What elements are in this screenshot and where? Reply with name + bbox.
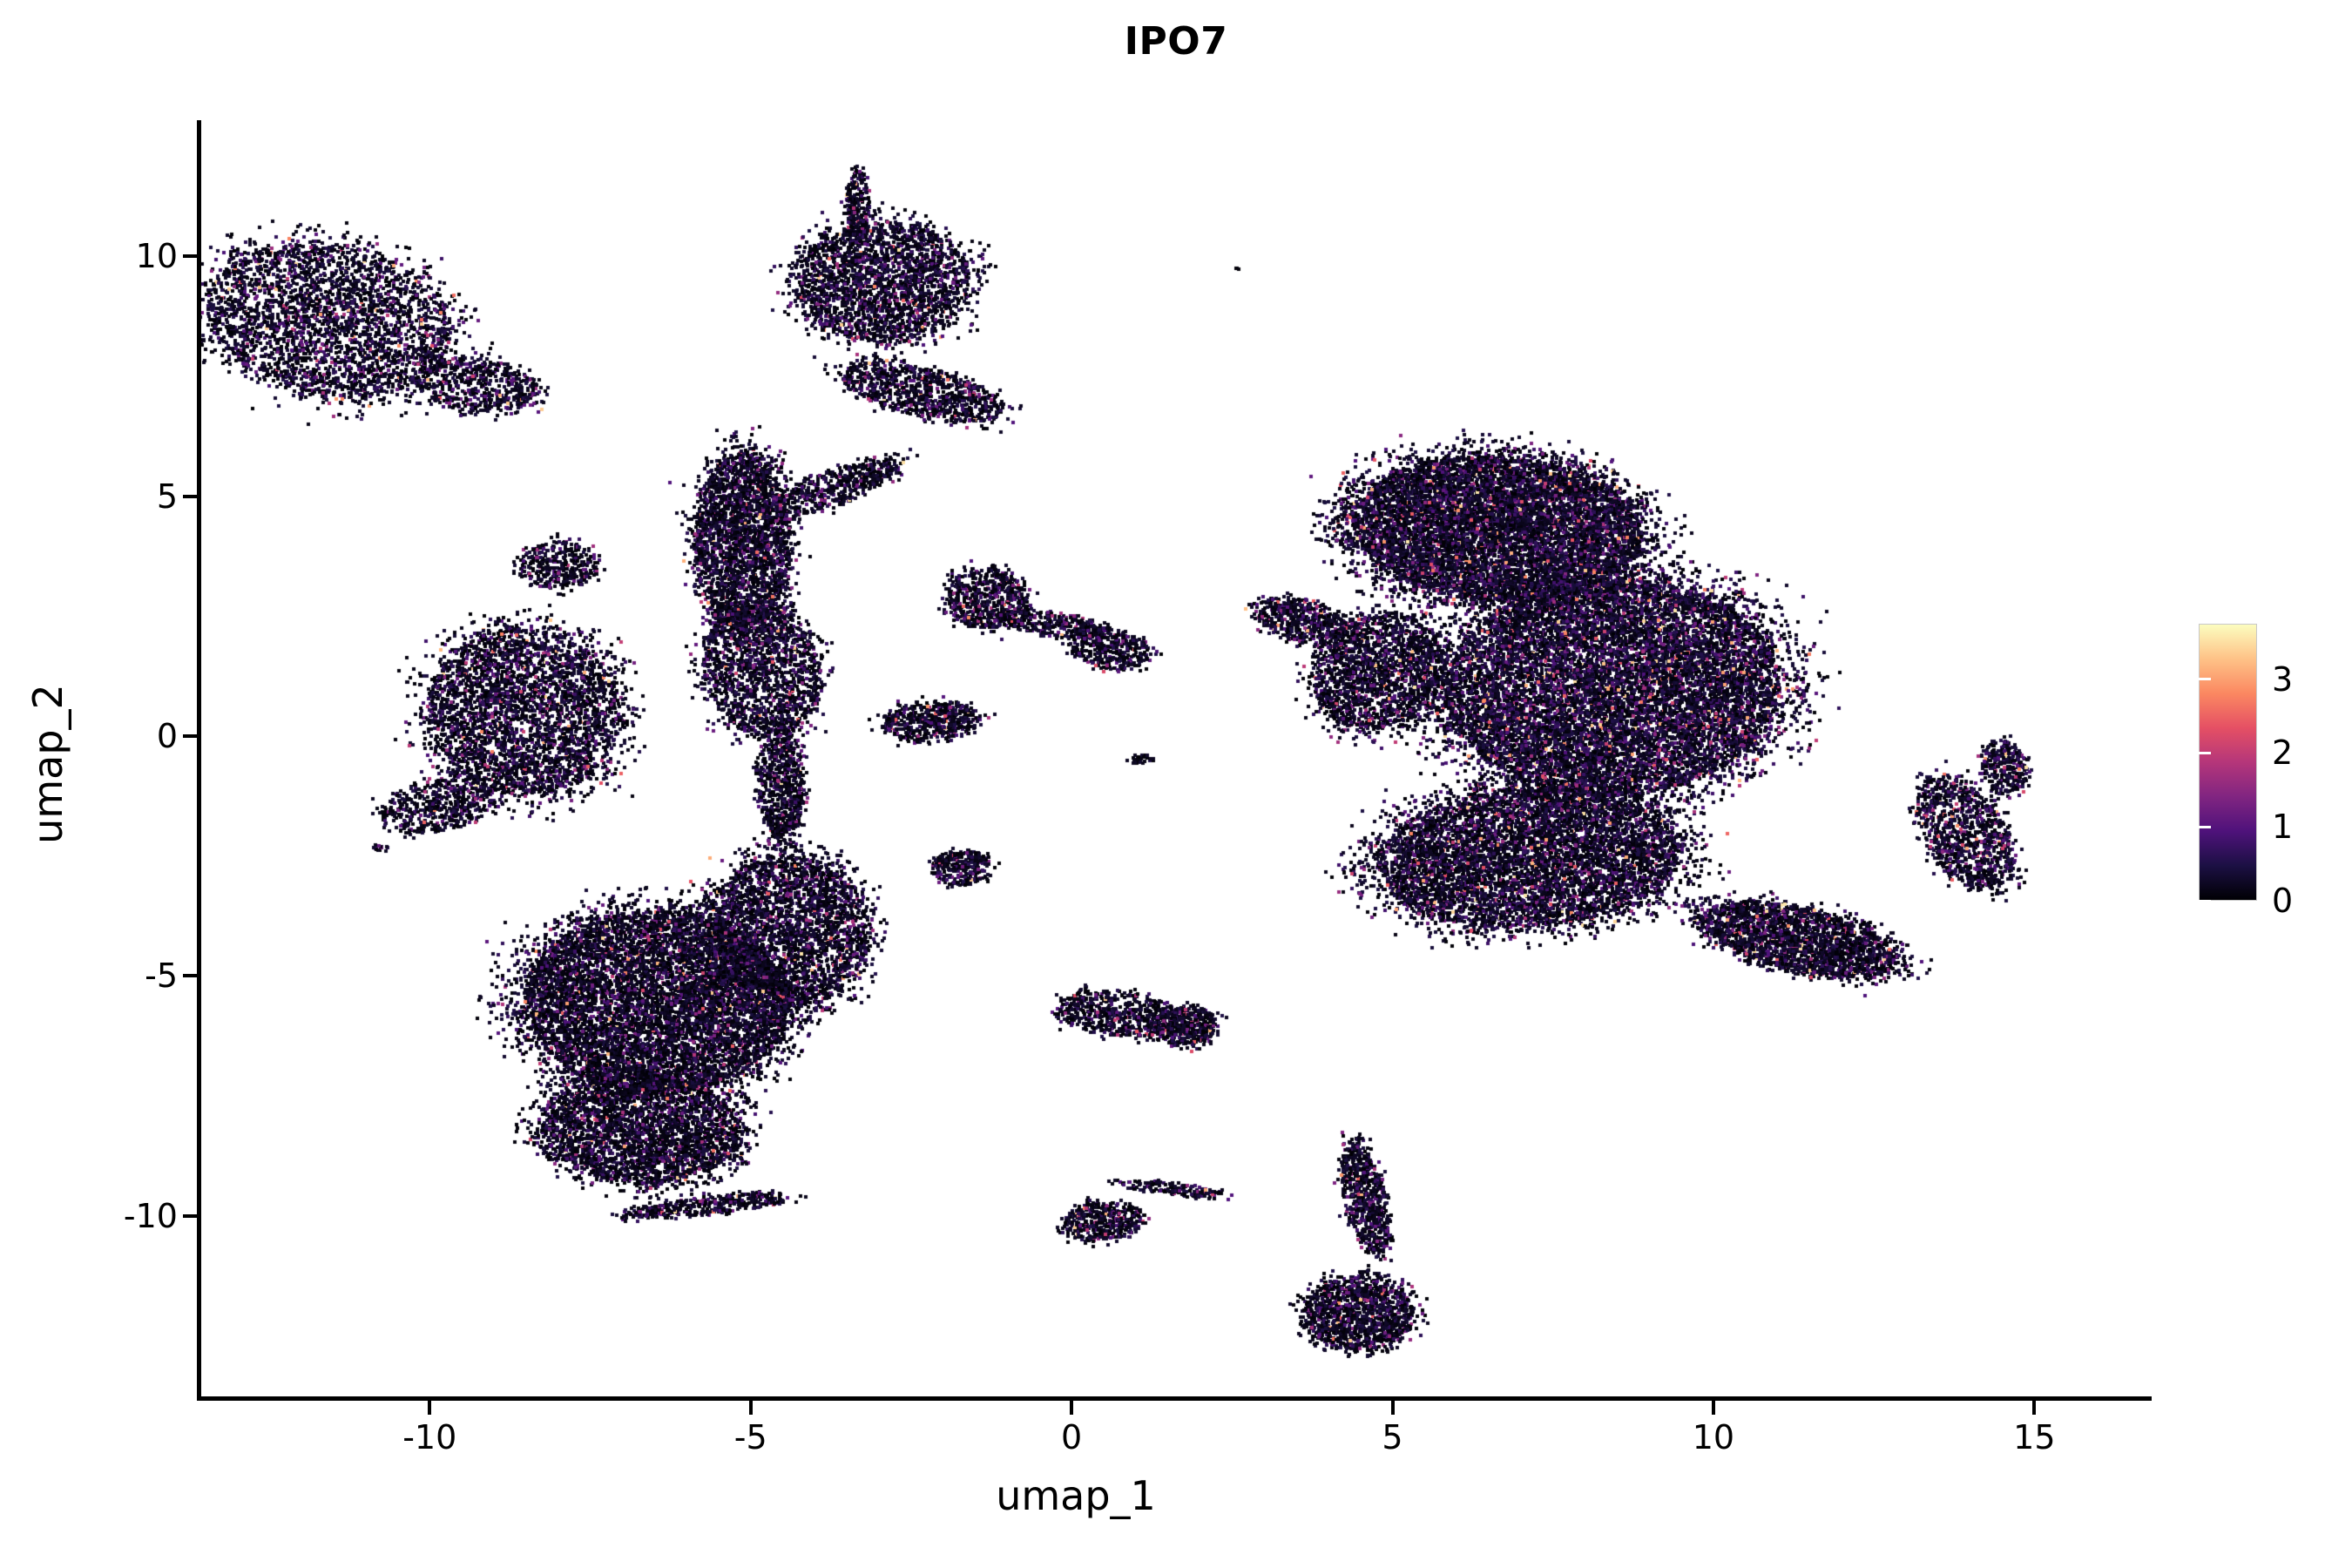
colorbar-tick-mark [2326,899,2338,902]
colorbar-tick-mark [2199,899,2211,902]
x-tick-label: 10 [1692,1418,1735,1456]
x-tick-label: 5 [1382,1418,1403,1456]
y-tick-mark [183,254,197,259]
x-tick-mark [748,1401,753,1415]
x-tick-label: 0 [1061,1418,1083,1456]
colorbar-tick-mark [2199,825,2211,828]
scatter-plot-area[interactable] [199,122,2150,1398]
y-axis-label: umap_2 [24,684,71,844]
x-axis-label: umap_1 [996,1472,1156,1519]
y-tick-mark [183,733,197,738]
y-tick-label: 0 [156,716,178,755]
colorbar-tick-label: 3 [2272,659,2294,699]
y-tick-mark [183,494,197,498]
x-tick-mark [2032,1401,2037,1415]
colorbar-tick-label: 1 [2272,808,2294,847]
colorbar-tick-label: 0 [2272,882,2294,920]
x-tick-mark [1070,1401,1074,1415]
x-tick-label: -5 [733,1418,767,1456]
colorbar-tick-label: 2 [2272,733,2294,773]
colorbar-tick-mark [2326,751,2338,754]
y-tick-mark [183,974,197,978]
x-tick-mark [1390,1401,1395,1415]
x-tick-label: -10 [402,1418,457,1456]
page-title: IPO7 [1124,19,1228,64]
colorbar-group: 3 2 1 0 [2199,624,2338,920]
plot-axes [199,122,2150,1398]
colorbar-tick-mark [2326,678,2338,681]
y-tick-label: 5 [156,476,178,516]
x-tick-mark [428,1401,432,1415]
y-tick-label: -5 [145,956,178,996]
scatter-canvas[interactable] [199,122,2150,1398]
y-axis-spine [197,120,201,1401]
x-tick-mark [1711,1401,1715,1415]
colorbar-tick-mark [2326,825,2338,828]
y-tick-mark [183,1213,197,1218]
colorbar-gradient [2199,624,2257,901]
x-axis-spine [197,1396,2152,1401]
colorbar-tick-mark [2199,751,2211,754]
x-tick-label: 15 [2013,1418,2056,1456]
y-tick-label: -10 [123,1196,178,1235]
colorbar-tick-mark [2199,678,2211,681]
y-tick-label: 10 [135,237,178,276]
